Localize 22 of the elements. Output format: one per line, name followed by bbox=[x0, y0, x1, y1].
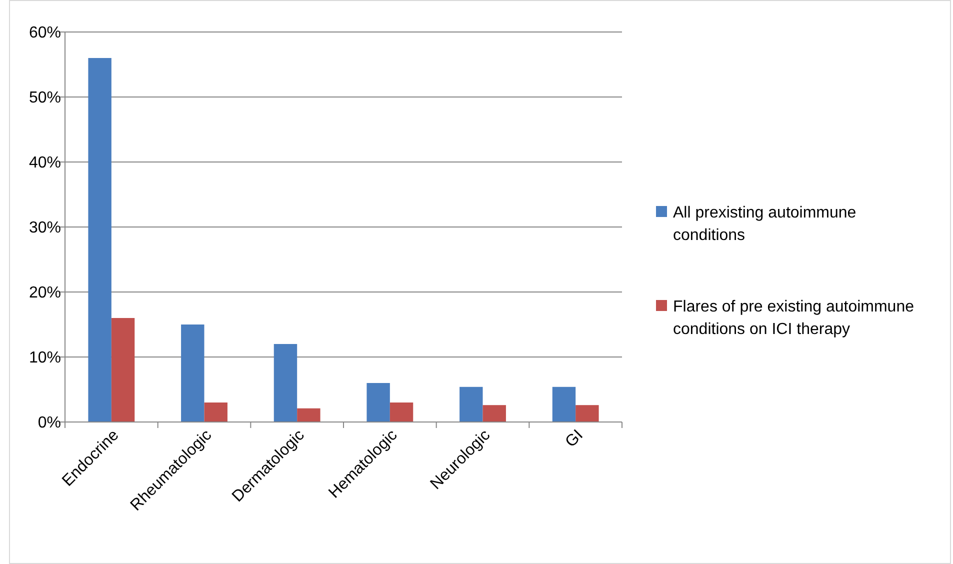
bar bbox=[181, 324, 204, 422]
legend-label: All prexisting autoimmune conditions bbox=[673, 204, 856, 244]
y-tick-label: 0% bbox=[38, 414, 61, 432]
bar bbox=[88, 58, 112, 422]
y-tick-label: 50% bbox=[28, 90, 61, 107]
bar bbox=[297, 408, 320, 422]
bar bbox=[366, 383, 390, 422]
y-tick-label: 10% bbox=[28, 350, 61, 367]
bar bbox=[274, 344, 298, 422]
bar bbox=[204, 402, 228, 422]
bar bbox=[482, 405, 506, 422]
bar bbox=[552, 386, 576, 422]
y-tick-label: 30% bbox=[28, 220, 61, 237]
y-tick-label: 40% bbox=[28, 154, 61, 172]
bar bbox=[390, 402, 414, 422]
bar bbox=[111, 318, 135, 422]
y-tick-label: 20% bbox=[28, 284, 61, 302]
bar bbox=[460, 386, 483, 422]
y-tick-label: 60% bbox=[28, 24, 61, 42]
legend-label: Flares of pre existing autoimmune conditions on ICI therapy bbox=[673, 298, 914, 338]
bar bbox=[576, 405, 599, 422]
x-tick-label: GI bbox=[562, 426, 586, 451]
